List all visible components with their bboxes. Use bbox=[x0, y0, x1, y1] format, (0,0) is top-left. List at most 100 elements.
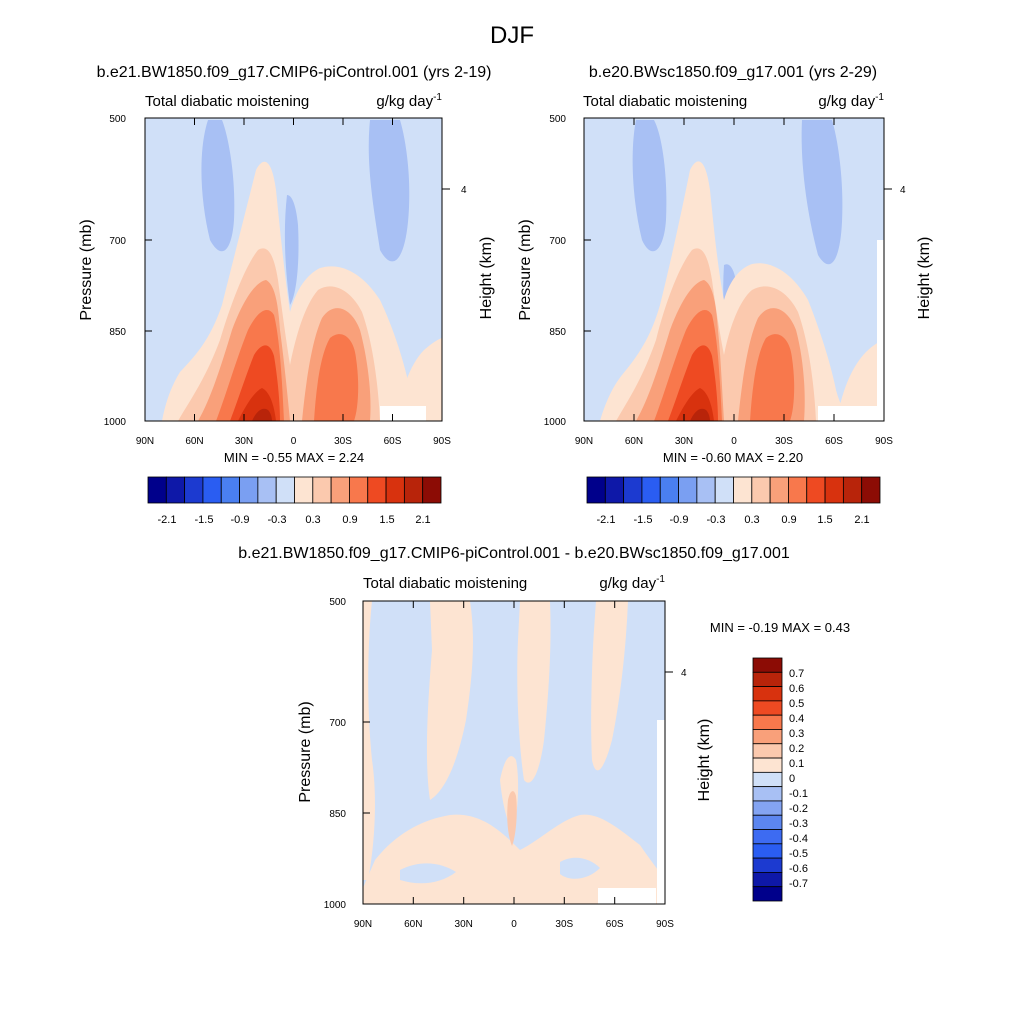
panel-c: b.e21.BW1850.f09_g17.CMIP6-piControl.001… bbox=[238, 545, 850, 930]
panel-c-contour-field bbox=[363, 601, 665, 904]
colorbar-swatch bbox=[752, 686, 783, 702]
colorbar-label: -2.1 bbox=[597, 514, 616, 526]
contour-level-pos-0.1 bbox=[517, 601, 551, 783]
colorbar-label: 1.5 bbox=[379, 514, 394, 526]
missing-data-region bbox=[877, 240, 884, 421]
colorbar-label: -0.9 bbox=[670, 514, 689, 526]
colorbar-label: -1.5 bbox=[195, 514, 214, 526]
colorbar-label: 0.3 bbox=[305, 514, 320, 526]
colorbar-swatch bbox=[752, 800, 783, 816]
y-tick-label: 500 bbox=[549, 114, 566, 125]
colorbar-swatch bbox=[752, 657, 783, 673]
colorbar-label: -0.9 bbox=[231, 514, 250, 526]
x-tick-label: 60S bbox=[606, 919, 624, 930]
colorbar-label: 0.9 bbox=[342, 514, 357, 526]
colorbar-swatch bbox=[752, 786, 783, 802]
colorbar-swatch bbox=[752, 743, 783, 759]
x-tick-label: 30N bbox=[455, 919, 473, 930]
y-tick-label: 500 bbox=[329, 597, 346, 608]
colorbar-swatch bbox=[220, 476, 240, 504]
colorbar-label: -0.4 bbox=[789, 833, 808, 845]
contour-level-neg-0.3 bbox=[368, 120, 410, 262]
y-tick-label: 700 bbox=[109, 236, 126, 247]
colorbar-swatch bbox=[641, 476, 661, 504]
colorbar-label: -0.3 bbox=[707, 514, 726, 526]
colorbar-label: -0.3 bbox=[789, 818, 808, 830]
panel-b-stats: MIN = -0.60 MAX = 2.20 bbox=[663, 450, 803, 465]
panel-a-title: b.e21.BW1850.f09_g17.CMIP6-piControl.001… bbox=[97, 64, 492, 81]
colorbar-swatch bbox=[385, 476, 405, 504]
x-tick-label: 90N bbox=[575, 436, 593, 447]
y-tick-label: 1000 bbox=[104, 417, 127, 428]
panel-a-stats: MIN = -0.55 MAX = 2.24 bbox=[224, 450, 364, 465]
missing-data-region bbox=[380, 406, 426, 421]
colorbar-label: -1.5 bbox=[634, 514, 653, 526]
colorbar-swatch bbox=[752, 829, 783, 845]
panel-b-ticks bbox=[583, 117, 892, 422]
panel-b: b.e20.BWsc1850.f09_g17.001 (yrs 2-29) To… bbox=[517, 64, 933, 526]
colorbar-swatch bbox=[294, 476, 314, 504]
panel-b-title: b.e20.BWsc1850.f09_g17.001 (yrs 2-29) bbox=[589, 64, 877, 81]
x-tick-label: 90N bbox=[354, 919, 372, 930]
colorbar-swatch bbox=[367, 476, 387, 504]
panel-b-units: g/kg day-1 bbox=[818, 92, 884, 110]
y-tick-label: 850 bbox=[329, 809, 346, 820]
contour-level-neg-0.1 bbox=[560, 857, 600, 879]
colorbar-swatch bbox=[752, 757, 783, 773]
contour-level-pos-0.3 bbox=[840, 340, 884, 421]
colorbar-label: -0.3 bbox=[268, 514, 287, 526]
colorbar-swatch bbox=[752, 814, 783, 830]
colorbar-label: 0.5 bbox=[789, 698, 804, 710]
colorbar-label: -2.1 bbox=[158, 514, 177, 526]
panel-a-ylabel: Pressure (mb) bbox=[78, 219, 95, 320]
colorbar-swatch bbox=[752, 729, 783, 745]
contour-level-pos-0.2 bbox=[507, 791, 517, 846]
colorbar-swatch bbox=[788, 476, 808, 504]
colorbar-label: 0.9 bbox=[781, 514, 796, 526]
panel-c-ticks bbox=[362, 600, 673, 905]
colorbar-label: -0.5 bbox=[789, 848, 808, 860]
colorbar-swatch bbox=[659, 476, 679, 504]
colorbar-label: -0.6 bbox=[789, 863, 808, 875]
contour-level-pos-0.1 bbox=[363, 814, 665, 904]
contour-level-pos-0.1 bbox=[591, 601, 628, 771]
colorbar-swatch bbox=[861, 476, 881, 504]
x-tick-label: 60N bbox=[185, 436, 203, 447]
colorbar-label: 0.1 bbox=[789, 758, 804, 770]
colorbar-swatch bbox=[202, 476, 222, 504]
height-tick-label: 4 bbox=[900, 185, 906, 196]
contour-level-neg-0.3 bbox=[284, 195, 299, 305]
panel-a-ylabel-right: Height (km) bbox=[478, 237, 495, 320]
colorbar-label: 0.4 bbox=[789, 713, 804, 725]
colorbar-swatch bbox=[623, 476, 643, 504]
colorbar-label: -0.2 bbox=[789, 803, 808, 815]
x-tick-label: 60N bbox=[404, 919, 422, 930]
contour-level-pos-0.3 bbox=[400, 338, 442, 421]
colorbar-swatch bbox=[752, 857, 783, 873]
colorbar-swatch bbox=[403, 476, 424, 504]
colorbar-swatch bbox=[147, 476, 167, 504]
colorbar-swatch bbox=[752, 872, 783, 888]
colorbar-swatch bbox=[422, 476, 442, 504]
panel-c-ylabel: Pressure (mb) bbox=[297, 701, 314, 802]
y-tick-label: 850 bbox=[109, 327, 126, 338]
height-tick-label: 4 bbox=[681, 668, 687, 679]
contour-level-pos-0.1 bbox=[426, 601, 473, 800]
colorbar-label: -0.7 bbox=[789, 878, 808, 890]
contour-level-neg-0.3 bbox=[201, 120, 235, 252]
x-tick-label: 0 bbox=[731, 436, 737, 447]
x-tick-label: 0 bbox=[291, 436, 297, 447]
colorbar-swatch bbox=[714, 476, 734, 504]
panel-a: b.e21.BW1850.f09_g17.CMIP6-piControl.001… bbox=[78, 64, 495, 526]
x-tick-label: 30N bbox=[675, 436, 693, 447]
panel-a-colorbar bbox=[147, 476, 442, 504]
colorbar-label: 0.2 bbox=[789, 743, 804, 755]
panel-c-stats: MIN = -0.19 MAX = 0.43 bbox=[710, 620, 850, 635]
colorbar-label: 0.3 bbox=[789, 728, 804, 740]
colorbar-swatch bbox=[239, 476, 259, 504]
colorbar-label: 1.5 bbox=[817, 514, 832, 526]
x-tick-label: 30S bbox=[555, 919, 573, 930]
colorbar-swatch bbox=[604, 476, 625, 504]
y-tick-label: 1000 bbox=[324, 900, 347, 911]
